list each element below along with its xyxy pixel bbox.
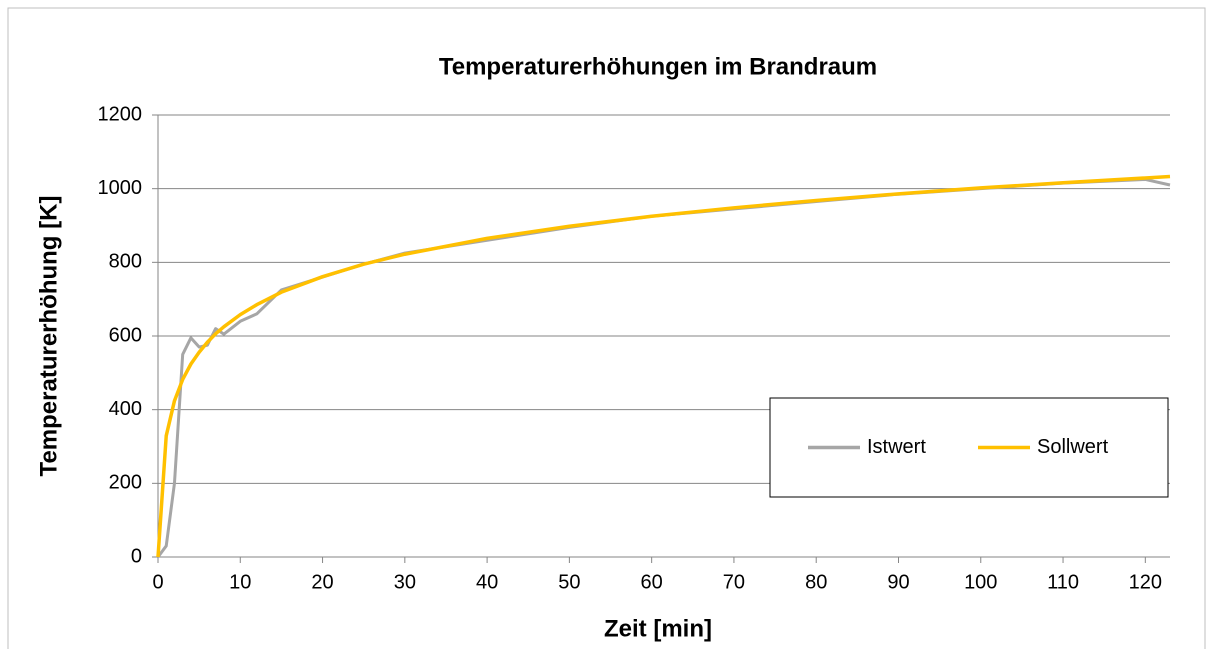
x-tick-label: 40 [476, 571, 498, 593]
y-tick-label: 1000 [98, 177, 143, 199]
x-tick-label: 10 [229, 571, 251, 593]
x-tick-label: 120 [1129, 571, 1162, 593]
x-tick-label: 20 [311, 571, 333, 593]
x-axis-title: Zeit [min] [604, 615, 712, 642]
y-tick-label: 1200 [98, 103, 143, 125]
y-tick-label: 200 [109, 472, 142, 494]
y-tick-label: 800 [109, 251, 142, 273]
y-tick-label: 0 [131, 545, 142, 567]
legend-label: Sollwert [1037, 436, 1109, 458]
x-tick-label: 100 [964, 571, 997, 593]
x-tick-label: 110 [1047, 571, 1079, 593]
x-tick-label: 50 [558, 571, 580, 593]
chart-frame [7, 7, 1206, 649]
legend-label: Istwert [867, 436, 926, 458]
y-axis-title: Temperaturerhöhung [K] [35, 196, 62, 477]
x-tick-label: 60 [641, 571, 663, 593]
y-tick-label: 600 [109, 324, 142, 346]
chart-title: Temperaturerhöhungen im Brandraum [439, 53, 877, 80]
x-tick-label: 30 [394, 571, 416, 593]
x-tick-label: 90 [887, 571, 909, 593]
x-tick-label: 0 [152, 571, 163, 593]
y-tick-label: 400 [109, 398, 142, 420]
x-tick-label: 70 [723, 571, 745, 593]
series-line [156, 174, 1171, 558]
x-tick-label: 80 [805, 571, 827, 593]
